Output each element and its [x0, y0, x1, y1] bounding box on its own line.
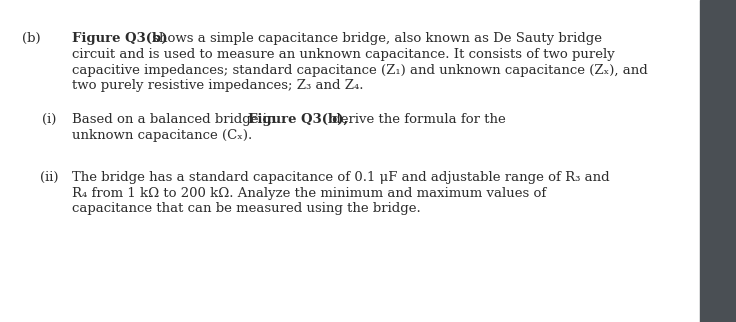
Text: capacitance that can be measured using the bridge.: capacitance that can be measured using t…: [72, 203, 421, 215]
Text: Based on a balanced bridge in: Based on a balanced bridge in: [72, 113, 280, 126]
Bar: [700, 0, 736, 322]
Text: The bridge has a standard capacitance of 0.1 μF and adjustable range of R₃ and: The bridge has a standard capacitance of…: [72, 171, 609, 184]
Text: (b): (b): [22, 32, 40, 45]
Text: (ii): (ii): [40, 171, 58, 184]
Text: two purely resistive impedances; Z₃ and Z₄.: two purely resistive impedances; Z₃ and …: [72, 80, 364, 92]
Text: capacitive impedances; standard capacitance (Z₁) and unknown capacitance (Zₓ), a: capacitive impedances; standard capacita…: [72, 64, 648, 77]
Text: Figure Q3(b): Figure Q3(b): [72, 32, 168, 45]
Text: circuit and is used to measure an unknown capacitance. It consists of two purely: circuit and is used to measure an unknow…: [72, 48, 615, 61]
Text: Figure Q3(b),: Figure Q3(b),: [248, 113, 348, 126]
Text: derive the formula for the: derive the formula for the: [328, 113, 506, 126]
Text: shows a simple capacitance bridge, also known as De Sauty bridge: shows a simple capacitance bridge, also …: [148, 32, 602, 45]
Text: R₄ from 1 kΩ to 200 kΩ. Analyze the minimum and maximum values of: R₄ from 1 kΩ to 200 kΩ. Analyze the mini…: [72, 187, 546, 200]
Text: (i): (i): [42, 113, 57, 126]
Text: unknown capacitance (Cₓ).: unknown capacitance (Cₓ).: [72, 129, 252, 142]
